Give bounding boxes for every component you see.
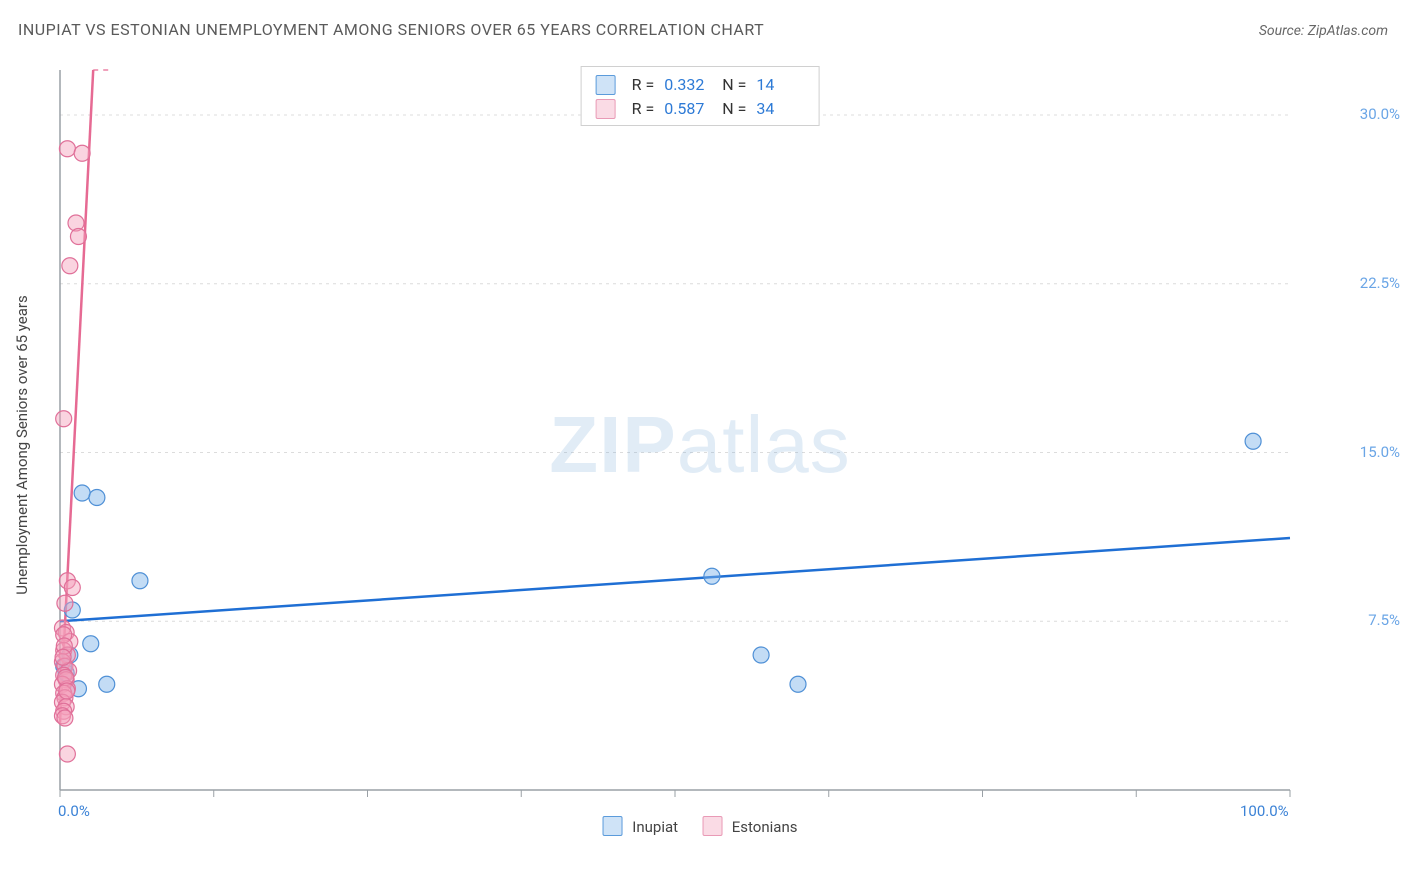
n-prefix: N = bbox=[722, 97, 746, 121]
n-value-inupiat: 14 bbox=[756, 73, 804, 97]
legend-item-inupiat: Inupiat bbox=[603, 816, 679, 836]
y-tick-label: 30.0% bbox=[1360, 105, 1400, 123]
y-tick-label: 7.5% bbox=[1368, 611, 1400, 629]
legend-swatch-inupiat bbox=[596, 75, 616, 95]
y-tick-label: 22.5% bbox=[1360, 274, 1400, 292]
y-tick-label: 15.0% bbox=[1360, 443, 1400, 461]
legend-swatch-estonians bbox=[596, 99, 616, 119]
x-tick-label: 100.0% bbox=[1240, 802, 1289, 820]
chart-title: INUPIAT VS ESTONIAN UNEMPLOYMENT AMONG S… bbox=[18, 20, 764, 39]
legend-item-estonians: Estonians bbox=[702, 816, 797, 836]
y-axis-label: Unemployment Among Seniors over 65 years bbox=[13, 295, 31, 594]
legend-row-estonians: R = 0.587 N = 34 bbox=[596, 97, 805, 121]
legend-swatch-inupiat-icon bbox=[603, 816, 623, 836]
r-value-estonians: 0.587 bbox=[664, 97, 712, 121]
n-value-estonians: 34 bbox=[756, 97, 804, 121]
legend-row-inupiat: R = 0.332 N = 14 bbox=[596, 73, 805, 97]
correlation-legend: R = 0.332 N = 14 R = 0.587 N = 34 bbox=[581, 66, 820, 126]
x-tick-label: 0.0% bbox=[58, 802, 90, 820]
legend-label-inupiat: Inupiat bbox=[632, 818, 678, 836]
scatter-plot: Unemployment Among Seniors over 65 years… bbox=[50, 60, 1350, 830]
n-prefix: N = bbox=[722, 73, 746, 97]
r-prefix: R = bbox=[632, 97, 655, 121]
source-prefix: Source: bbox=[1259, 23, 1308, 39]
source-attribution: Source: ZipAtlas.com bbox=[1259, 23, 1388, 39]
legend-swatch-estonians-icon bbox=[702, 816, 722, 836]
r-value-inupiat: 0.332 bbox=[664, 73, 712, 97]
source-name: ZipAtlas.com bbox=[1308, 23, 1388, 39]
chart-canvas bbox=[50, 60, 1350, 830]
legend-label-estonians: Estonians bbox=[732, 818, 798, 836]
series-legend: Inupiat Estonians bbox=[603, 816, 798, 836]
r-prefix: R = bbox=[632, 73, 655, 97]
